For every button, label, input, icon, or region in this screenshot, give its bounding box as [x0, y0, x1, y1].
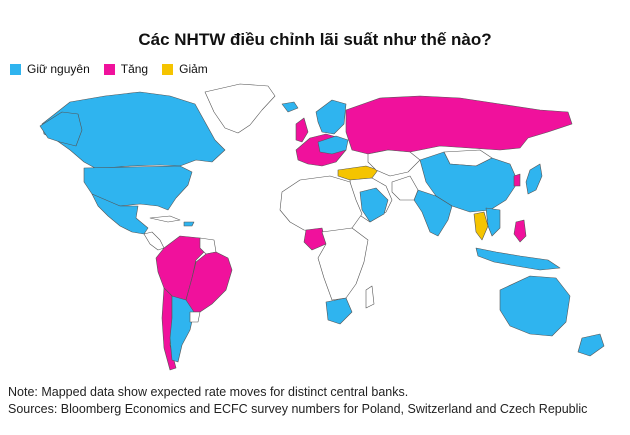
region-central-america: [143, 231, 165, 251]
region-cuba: [149, 215, 181, 223]
legend-swatch-hike: [103, 63, 115, 75]
legend-label-hold: Giữ nguyên: [27, 62, 90, 76]
region-greenland: [204, 83, 276, 134]
legend-swatch-cut: [162, 63, 174, 75]
footer: Note: Mapped data show expected rate mov…: [8, 384, 620, 418]
region-argentina: [169, 295, 195, 363]
legend-swatch-hold: [10, 63, 21, 75]
region-iceland: [281, 101, 299, 113]
region-japan: [525, 163, 543, 195]
region-southeast-asia: [485, 207, 501, 237]
region-central-africa: [317, 227, 369, 301]
legend-label-hike: Tăng: [120, 62, 149, 76]
region-north-africa: [279, 175, 363, 233]
region-russia: [345, 95, 573, 155]
region-madagascar: [365, 285, 375, 309]
legend-item-cut: Giảm: [162, 62, 208, 76]
footer-sources: Sources: Bloomberg Economics and ECFC su…: [8, 402, 588, 416]
region-new-zealand: [577, 333, 605, 357]
region-uruguay: [189, 311, 201, 323]
region-canada: [41, 91, 226, 169]
region-philippines: [513, 219, 527, 243]
legend-item-hold: Giữ nguyên: [10, 62, 90, 76]
map-title: Các NHTW điều chỉnh lãi suất như thế nào…: [138, 30, 492, 49]
world-map: [39, 83, 605, 371]
region-nigeria: [303, 227, 327, 251]
region-thailand: [473, 211, 489, 241]
region-korea: [513, 173, 521, 187]
region-australia: [499, 275, 571, 337]
region-saudi-arabia: [359, 187, 389, 223]
region-india: [413, 189, 453, 237]
legend-label-cut: Giảm: [179, 62, 208, 76]
region-scandinavia: [315, 99, 347, 135]
legend: Giữ nguyên Tăng Giảm: [10, 62, 208, 76]
region-central-asia: [367, 149, 421, 177]
region-south-africa: [325, 297, 353, 325]
region-central-europe: [317, 135, 349, 155]
footer-note: Note: Mapped data show expected rate mov…: [8, 385, 409, 399]
region-caribbean: [183, 221, 195, 227]
region-alaska: [39, 111, 83, 147]
region-uk: [295, 117, 309, 143]
region-brazil: [185, 251, 233, 313]
legend-item-hike: Tăng: [103, 62, 149, 76]
region-indonesia: [475, 247, 561, 271]
region-south-asia-west: [391, 175, 419, 201]
